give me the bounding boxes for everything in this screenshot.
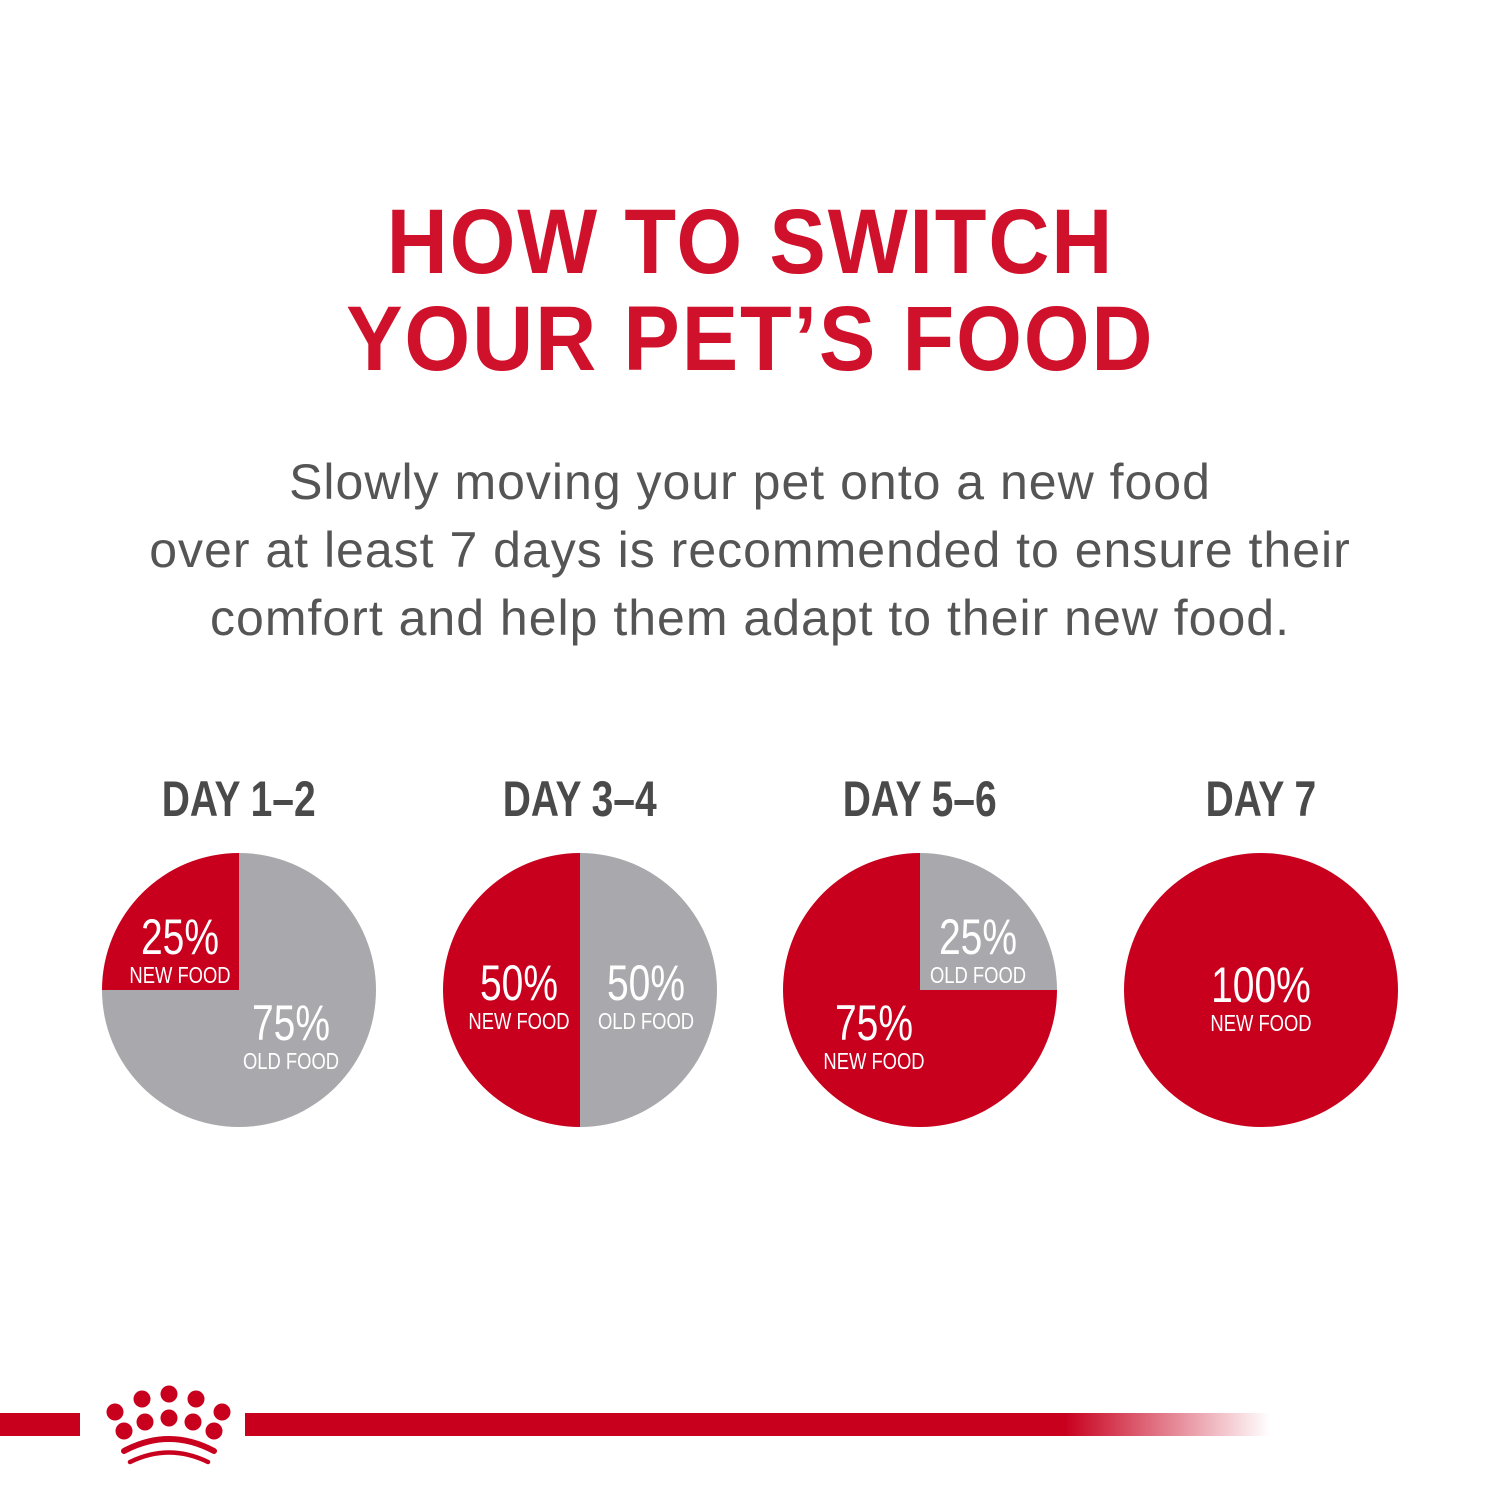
slice-label: 75% OLD FOOD xyxy=(242,995,340,1074)
day-title: DAY 5–6 xyxy=(843,771,997,827)
slice-label: 50% NEW FOOD xyxy=(468,955,570,1034)
pie-slice-old-food xyxy=(102,853,376,1127)
slice-label: 75% NEW FOOD xyxy=(823,995,925,1074)
description-line: comfort and help them adapt to their new… xyxy=(210,590,1290,646)
pie-slice-new-food xyxy=(443,853,580,1127)
description-line: Slowly moving your pet onto a new food xyxy=(289,454,1211,510)
slice-label: 25% NEW FOOD xyxy=(129,909,231,988)
slice-label: 100% NEW FOOD xyxy=(1210,957,1312,1036)
footer-stripe-left xyxy=(0,1413,80,1436)
pie-slice-new-food xyxy=(1124,853,1398,1127)
day-title: DAY 3–4 xyxy=(503,771,657,827)
pie-slice-new-food xyxy=(102,853,239,990)
description: Slowly moving your pet onto a new food o… xyxy=(0,448,1500,652)
description-line: over at least 7 days is recommended to e… xyxy=(149,522,1351,578)
slice-label: 25% OLD FOOD xyxy=(929,909,1027,988)
day-title: DAY 1–2 xyxy=(162,771,316,827)
title-line-1: HOW TO SWITCH xyxy=(386,191,1114,293)
pie-slice-old-food xyxy=(580,853,717,1127)
slice-label: 50% OLD FOOD xyxy=(597,955,695,1034)
royal-canin-crown-logo xyxy=(106,1385,231,1465)
footer-stripe-right xyxy=(245,1413,1270,1436)
title-line-2: YOUR PET’S FOOD xyxy=(345,288,1155,390)
day-title: DAY 7 xyxy=(1205,771,1317,827)
pie-slice-old-food xyxy=(920,853,1057,990)
